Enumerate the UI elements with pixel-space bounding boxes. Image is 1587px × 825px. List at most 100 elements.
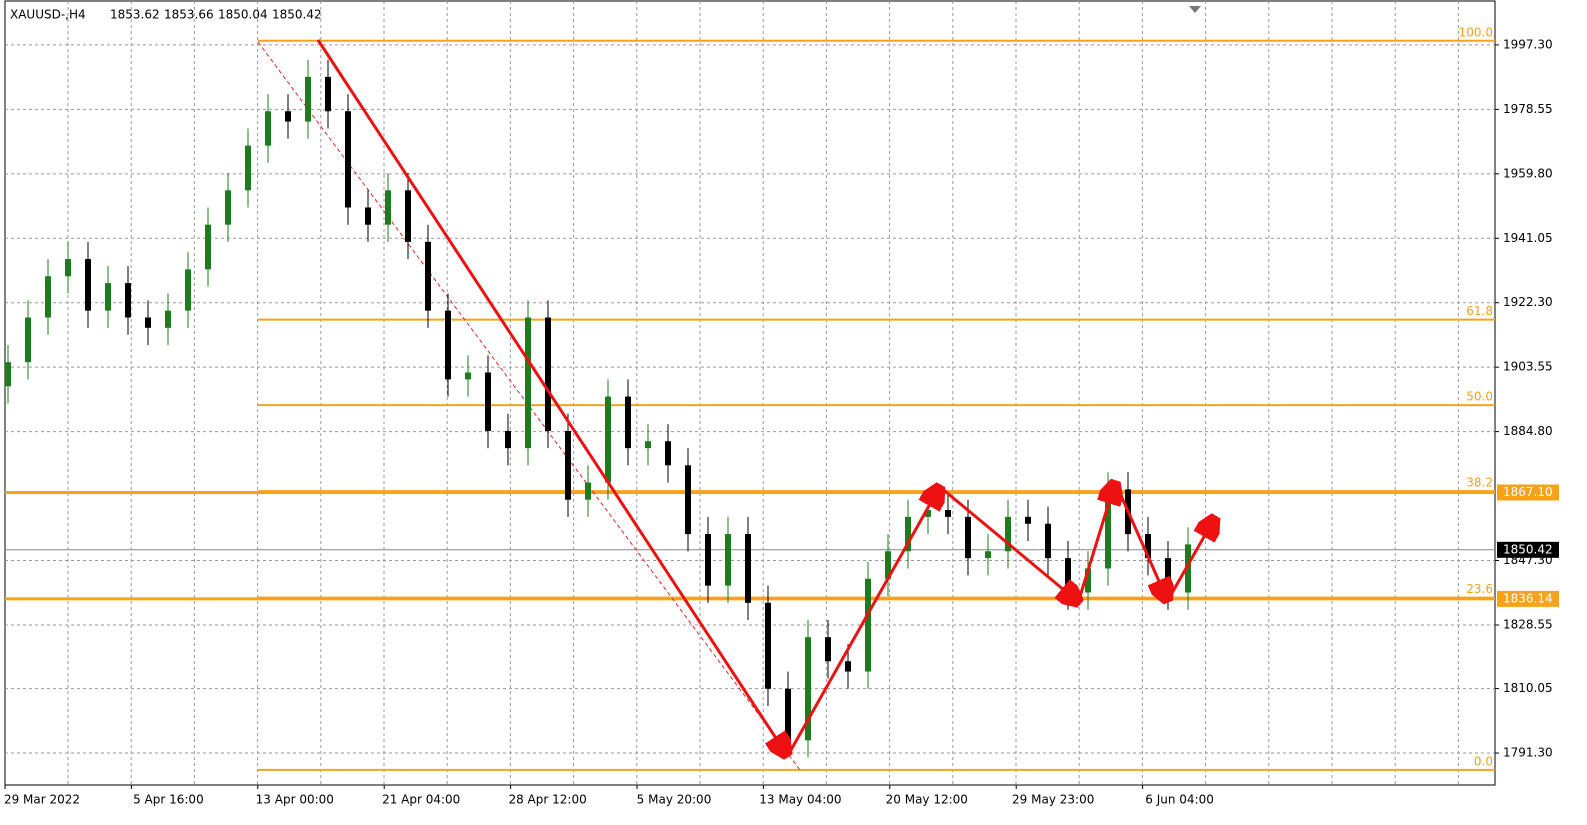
candle-body bbox=[1025, 516, 1031, 524]
candle-body bbox=[705, 534, 711, 586]
candle-body bbox=[805, 637, 811, 741]
candle-body bbox=[785, 688, 791, 741]
x-tick-label: 6 Jun 04:00 bbox=[1145, 793, 1214, 807]
symbol: XAUUSD-,H4 bbox=[10, 8, 86, 22]
y-tick-label: 1903.55 bbox=[1503, 360, 1553, 374]
price-label: 1867.10 bbox=[1503, 485, 1553, 499]
x-tick-label: 21 Apr 04:00 bbox=[382, 793, 460, 807]
candle-body bbox=[465, 372, 471, 380]
candle-body bbox=[205, 224, 211, 270]
candle-body bbox=[165, 310, 171, 328]
plot-frame bbox=[4, 0, 1496, 786]
arrow bbox=[316, 39, 785, 752]
candle-body bbox=[445, 310, 451, 380]
axis: 1997.30 1978.55 1959.80 1941.05 1922.30 1903.… bbox=[4, 37, 1559, 807]
x-tick-label: 5 Apr 16:00 bbox=[133, 793, 204, 807]
x-tick-label: 13 May 04:00 bbox=[759, 793, 841, 807]
candle-body bbox=[525, 317, 531, 449]
candle-body bbox=[485, 372, 491, 431]
candle-body bbox=[85, 259, 91, 311]
candle-body bbox=[245, 145, 251, 191]
x-tick-label: 29 Mar 2022 bbox=[4, 793, 80, 807]
candle-body bbox=[665, 441, 671, 466]
grid bbox=[5, 1, 1495, 785]
y-tick-label: 1810.05 bbox=[1503, 681, 1553, 695]
candles bbox=[5, 59, 1191, 758]
current-price-label: 1850.42 bbox=[1503, 542, 1553, 556]
candle-body bbox=[765, 602, 771, 689]
candle-body bbox=[1165, 558, 1171, 593]
candle-body bbox=[365, 207, 371, 225]
candle-body bbox=[925, 510, 931, 517]
x-tick-label: 29 May 23:00 bbox=[1012, 793, 1094, 807]
candle-body bbox=[905, 516, 911, 552]
candle-body bbox=[825, 637, 831, 662]
candle-body bbox=[965, 516, 971, 559]
shift-marker bbox=[1189, 6, 1201, 13]
arrow bbox=[939, 485, 1076, 600]
candle-body bbox=[725, 534, 731, 586]
y-tick-label: 1978.55 bbox=[1503, 102, 1553, 116]
ohlc-low: 1850.04 bbox=[218, 8, 268, 22]
y-tick-label: 1922.30 bbox=[1503, 295, 1553, 309]
arrow bbox=[1113, 481, 1166, 597]
arrow bbox=[1166, 521, 1213, 601]
candle-body bbox=[25, 317, 31, 363]
y-tick-label: 1997.30 bbox=[1503, 37, 1553, 51]
candle-body bbox=[1005, 516, 1011, 552]
candle-body bbox=[745, 534, 751, 603]
price-label-box bbox=[1497, 590, 1559, 607]
candle-body bbox=[1105, 489, 1111, 569]
candle-body bbox=[265, 111, 271, 146]
candle-body bbox=[545, 317, 551, 431]
candle-body bbox=[145, 317, 151, 328]
x-tick-label: 13 Apr 00:00 bbox=[256, 793, 334, 807]
candle-body bbox=[845, 661, 851, 672]
candle-body bbox=[105, 283, 111, 311]
fib-label: 50.0 bbox=[1466, 390, 1493, 404]
y-tick-label: 1959.80 bbox=[1503, 166, 1553, 180]
candle-body bbox=[565, 430, 571, 500]
candle-body bbox=[645, 441, 651, 449]
fib-label: 38.2 bbox=[1466, 476, 1493, 490]
candle-body bbox=[1065, 558, 1071, 593]
y-tick-label: 1828.55 bbox=[1503, 617, 1553, 631]
fib-label: 0.0 bbox=[1474, 754, 1493, 768]
ohlc-open: 1853.62 bbox=[110, 8, 160, 22]
candle-body bbox=[285, 111, 291, 122]
price-label: 1836.14 bbox=[1503, 591, 1553, 605]
fib-trendline bbox=[257, 41, 801, 771]
candle-body bbox=[685, 465, 691, 535]
current-price-box bbox=[1497, 541, 1559, 558]
candle-body bbox=[1145, 534, 1151, 559]
x-tick-label: 28 Apr 12:00 bbox=[508, 793, 586, 807]
candle-body bbox=[225, 190, 231, 225]
candle-body bbox=[5, 362, 11, 387]
arrow bbox=[1076, 486, 1114, 604]
candle-body bbox=[1045, 523, 1051, 559]
candle-body bbox=[305, 76, 311, 122]
x-tick-label: 5 May 20:00 bbox=[637, 793, 712, 807]
price-label-box bbox=[1497, 484, 1559, 501]
candle-body bbox=[605, 396, 611, 483]
candle-body bbox=[885, 551, 891, 579]
candle-body bbox=[625, 396, 631, 449]
ohlc-high: 1853.66 bbox=[164, 8, 214, 22]
candle-body bbox=[585, 482, 591, 500]
candle-body bbox=[865, 578, 871, 672]
candle-body bbox=[405, 190, 411, 242]
candle-body bbox=[385, 190, 391, 225]
candle-body bbox=[985, 551, 991, 559]
candle-body bbox=[325, 76, 331, 112]
fib-label: 23.6 bbox=[1466, 582, 1493, 596]
candle-body bbox=[505, 430, 511, 449]
candle-body bbox=[425, 241, 431, 311]
candle-body bbox=[185, 269, 191, 311]
x-tick-label: 20 May 12:00 bbox=[886, 793, 968, 807]
zigzag-arrows bbox=[316, 39, 1213, 757]
fib-label: 100.0 bbox=[1459, 25, 1493, 39]
candle-body bbox=[45, 276, 51, 318]
fib-label: 61.8 bbox=[1466, 304, 1493, 318]
